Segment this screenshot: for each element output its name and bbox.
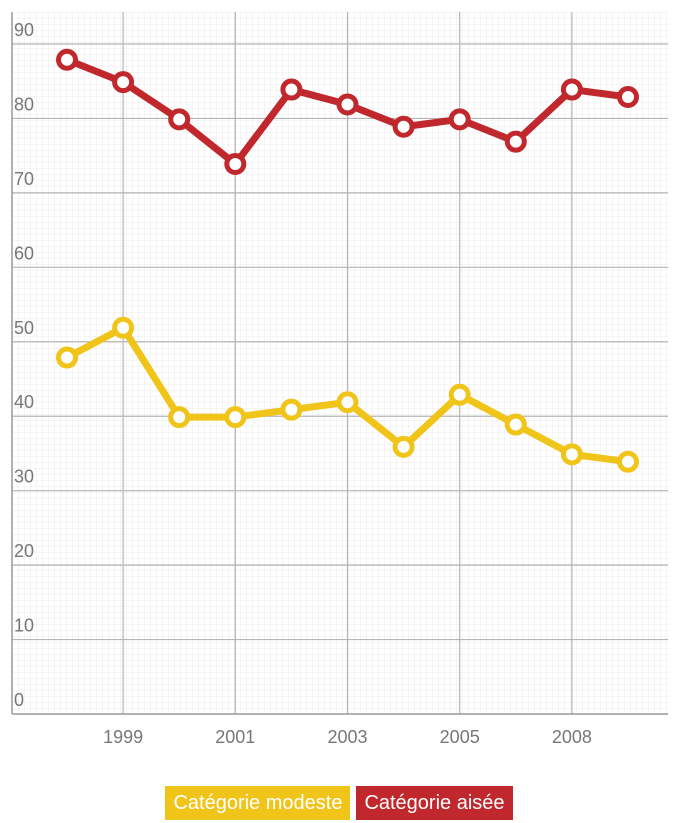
y-tick-label: 20: [14, 541, 34, 561]
data-point: [392, 435, 415, 458]
line-chart: 0 10 20 30 40 50 60 70 80 90 1999 2001 2003 2005 2008: [11, 12, 668, 747]
data-point: [280, 78, 303, 101]
data-point: [617, 450, 639, 473]
y-tick-label: 90: [14, 20, 34, 40]
series-0: [56, 316, 639, 473]
y-tick-label: 0: [14, 690, 24, 710]
data-point: [224, 406, 247, 429]
y-tick-label: 60: [14, 243, 34, 263]
data-point: [168, 406, 191, 429]
data-point: [112, 71, 135, 94]
legend-item-aisee: Catégorie aisée: [356, 786, 513, 820]
y-tick-label: 50: [14, 318, 34, 338]
data-point: [56, 48, 78, 71]
data-point: [168, 108, 191, 131]
x-tick-label: 2001: [215, 727, 255, 747]
data-point: [56, 346, 78, 369]
data-point: [112, 316, 135, 339]
x-axis-ticks: 1999 2001 2003 2005 2008: [103, 727, 592, 747]
y-tick-label: 80: [14, 94, 34, 114]
data-point: [448, 383, 471, 406]
major-gridlines: [12, 12, 668, 714]
data-point: [224, 153, 247, 175]
series-layer: [56, 48, 639, 473]
x-tick-label: 2005: [440, 727, 480, 747]
data-point: [392, 115, 415, 138]
data-point: [448, 108, 471, 131]
series-1: [56, 48, 639, 175]
plot-background: [12, 12, 668, 714]
y-tick-label: 40: [14, 392, 34, 412]
data-point: [280, 398, 303, 421]
legend-item-modeste: Catégorie modeste: [165, 786, 351, 820]
data-point: [336, 93, 359, 116]
data-point: [336, 391, 359, 414]
y-tick-label: 30: [14, 467, 34, 487]
x-tick-label: 1999: [103, 727, 143, 747]
data-point: [560, 78, 583, 101]
data-point: [504, 413, 527, 436]
x-tick-label: 2003: [327, 727, 367, 747]
y-tick-label: 10: [14, 616, 34, 636]
data-point: [560, 443, 583, 466]
y-axis-ticks: 0 10 20 30 40 50 60 70 80 90: [14, 20, 34, 710]
legend: Catégorie modeste Catégorie aisée: [0, 786, 678, 820]
x-tick-label: 2008: [552, 727, 592, 747]
y-tick-label: 70: [14, 169, 34, 189]
data-point: [617, 86, 639, 108]
data-point: [504, 130, 527, 153]
